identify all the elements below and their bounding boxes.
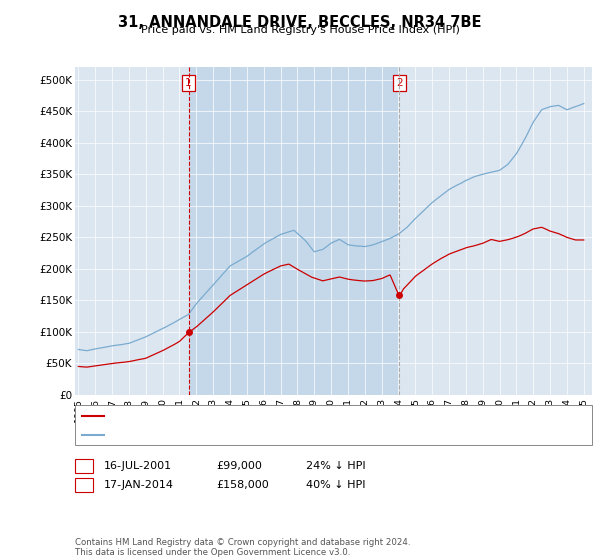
Text: 16-JUL-2001: 16-JUL-2001 bbox=[104, 461, 172, 471]
Text: 2: 2 bbox=[396, 78, 403, 88]
Text: HPI: Average price, detached house, East Suffolk: HPI: Average price, detached house, East… bbox=[108, 430, 352, 440]
Text: 1: 1 bbox=[80, 461, 88, 471]
Bar bbox=[188, 67, 400, 395]
Text: 31, ANNANDALE DRIVE, BECCLES, NR34 7BE (detached house): 31, ANNANDALE DRIVE, BECCLES, NR34 7BE (… bbox=[108, 411, 421, 421]
Text: Price paid vs. HM Land Registry's House Price Index (HPI): Price paid vs. HM Land Registry's House … bbox=[140, 25, 460, 35]
Text: 17-JAN-2014: 17-JAN-2014 bbox=[104, 480, 174, 490]
Text: 1: 1 bbox=[185, 78, 192, 88]
Text: £99,000: £99,000 bbox=[216, 461, 262, 471]
Text: 40% ↓ HPI: 40% ↓ HPI bbox=[306, 480, 365, 490]
Text: 31, ANNANDALE DRIVE, BECCLES, NR34 7BE: 31, ANNANDALE DRIVE, BECCLES, NR34 7BE bbox=[118, 15, 482, 30]
Text: 2: 2 bbox=[80, 480, 88, 490]
Text: 24% ↓ HPI: 24% ↓ HPI bbox=[306, 461, 365, 471]
Text: £158,000: £158,000 bbox=[216, 480, 269, 490]
Text: Contains HM Land Registry data © Crown copyright and database right 2024.
This d: Contains HM Land Registry data © Crown c… bbox=[75, 538, 410, 557]
